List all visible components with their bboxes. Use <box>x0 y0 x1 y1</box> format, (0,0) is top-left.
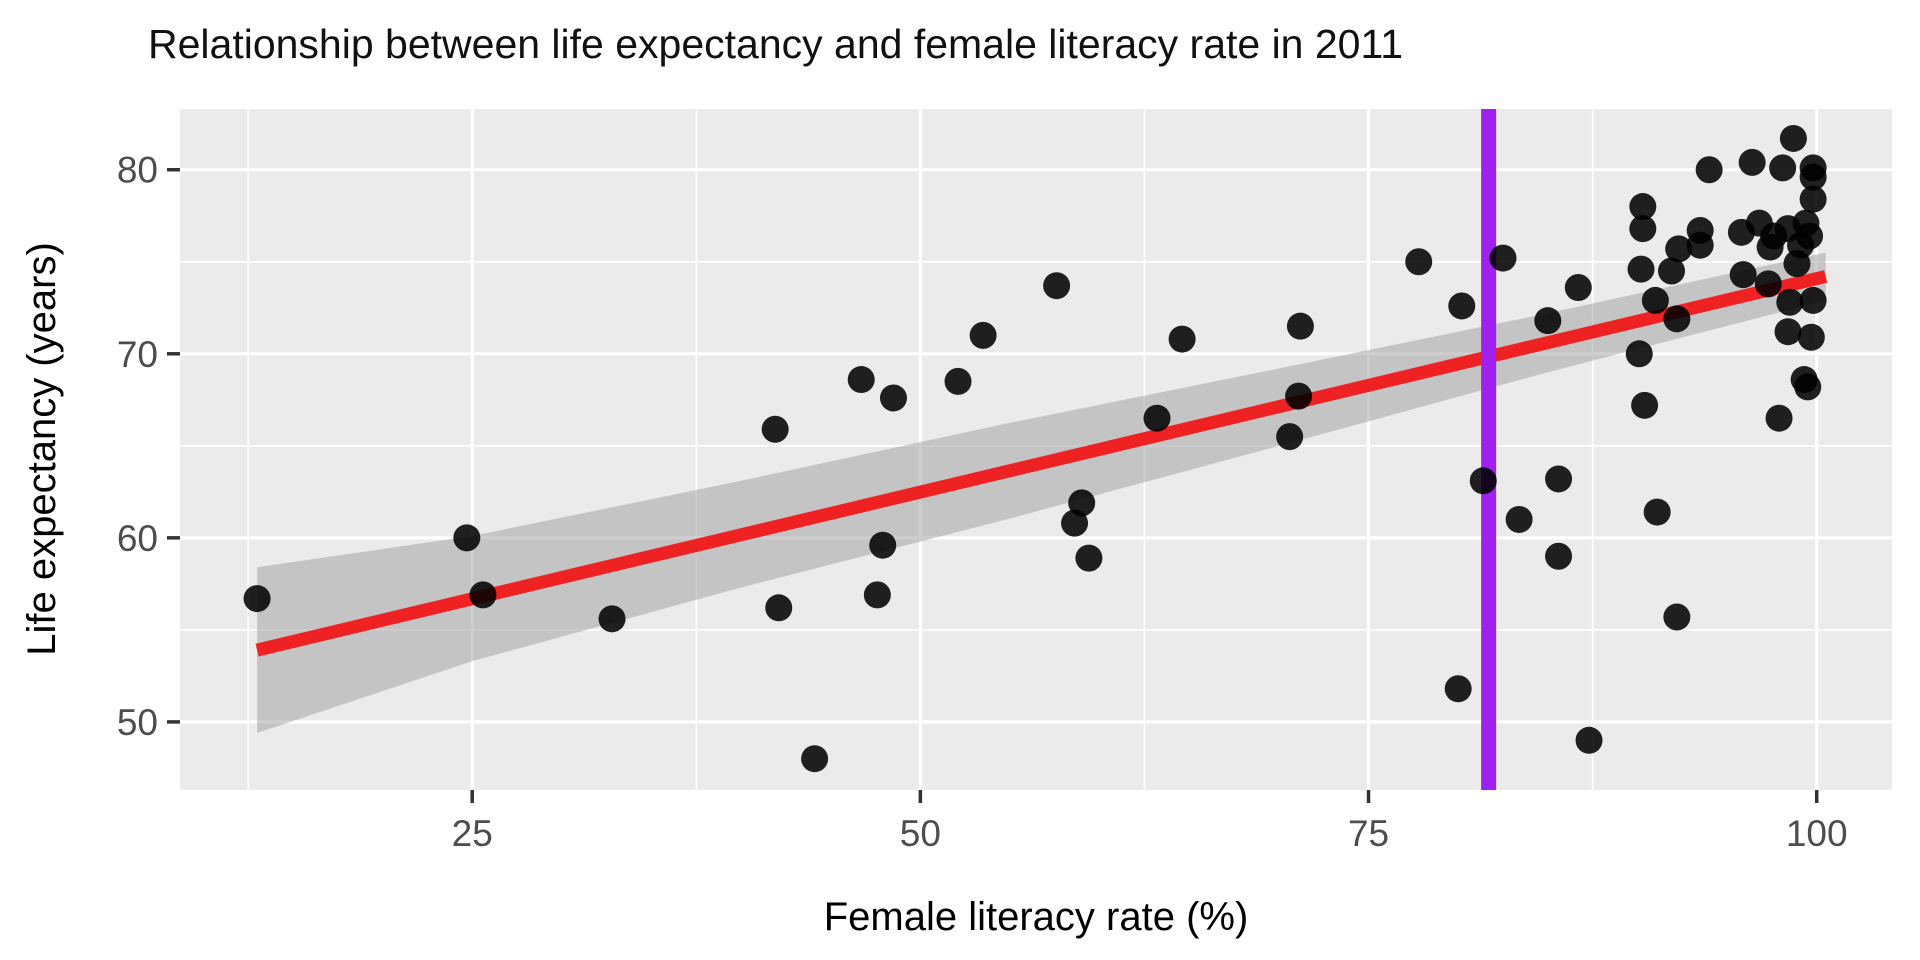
data-point <box>1625 340 1653 368</box>
data-point <box>1405 248 1433 276</box>
data-point <box>453 524 481 552</box>
data-point <box>1545 542 1573 570</box>
data-point <box>1799 185 1827 213</box>
data-point <box>1794 373 1822 401</box>
data-point <box>1729 261 1757 289</box>
data-point <box>469 581 497 609</box>
data-point <box>1754 270 1782 298</box>
data-point <box>1799 286 1827 314</box>
data-point <box>1663 305 1691 333</box>
data-point <box>765 594 793 622</box>
data-point <box>1658 257 1686 285</box>
y-tick-label: 60 <box>117 518 158 559</box>
data-point <box>1505 505 1533 533</box>
data-point <box>1068 489 1096 517</box>
data-layer <box>243 109 1828 790</box>
data-point <box>1061 509 1089 537</box>
data-point <box>1769 154 1797 182</box>
y-axis-title: Life expectancy (years) <box>20 242 64 656</box>
data-point <box>1448 292 1476 320</box>
data-point <box>1629 193 1657 221</box>
x-tick-label: 75 <box>1348 813 1389 854</box>
data-point <box>1665 235 1693 263</box>
data-point <box>869 531 897 559</box>
y-tick-label: 50 <box>117 702 158 743</box>
data-point <box>1779 124 1807 152</box>
data-point <box>1444 675 1472 703</box>
data-point <box>1534 307 1562 335</box>
data-point <box>1797 323 1825 351</box>
data-point <box>1765 404 1793 432</box>
data-point <box>1641 286 1669 314</box>
data-point <box>879 384 907 412</box>
data-point <box>944 367 972 395</box>
data-point <box>1627 255 1655 283</box>
data-point <box>847 366 875 394</box>
data-point <box>1469 467 1497 495</box>
data-point <box>1489 244 1517 272</box>
data-point <box>1643 498 1671 526</box>
data-point <box>801 745 829 773</box>
data-point <box>1575 726 1603 754</box>
chart-title: Relationship between life expectancy and… <box>148 21 1403 67</box>
data-point <box>1168 325 1196 353</box>
data-point <box>969 321 997 349</box>
data-point <box>1695 156 1723 184</box>
data-point <box>1774 318 1802 346</box>
data-point <box>1776 288 1804 316</box>
data-point <box>1075 544 1103 572</box>
data-point <box>1286 312 1314 340</box>
data-point <box>1796 222 1824 250</box>
data-point <box>761 415 789 443</box>
x-tick-label: 50 <box>900 813 941 854</box>
x-tick-label: 100 <box>1786 813 1848 854</box>
data-point <box>1686 231 1714 259</box>
data-point <box>243 585 271 613</box>
data-point <box>1564 274 1592 302</box>
data-point <box>598 605 626 633</box>
y-tick-label: 80 <box>117 150 158 191</box>
data-point <box>863 581 891 609</box>
data-point <box>1631 391 1659 419</box>
y-tick-label: 70 <box>117 334 158 375</box>
data-point <box>1285 382 1313 410</box>
data-point <box>1043 272 1071 300</box>
x-axis-title: Female literacy rate (%) <box>824 895 1249 939</box>
data-point <box>1799 163 1827 191</box>
data-point <box>1276 423 1304 451</box>
x-tick-label: 25 <box>452 813 493 854</box>
data-point <box>1738 148 1766 176</box>
data-point <box>1545 465 1573 493</box>
data-point <box>1629 215 1657 243</box>
regression-line <box>255 270 1828 657</box>
data-point <box>1663 603 1691 631</box>
data-point <box>1143 404 1171 432</box>
